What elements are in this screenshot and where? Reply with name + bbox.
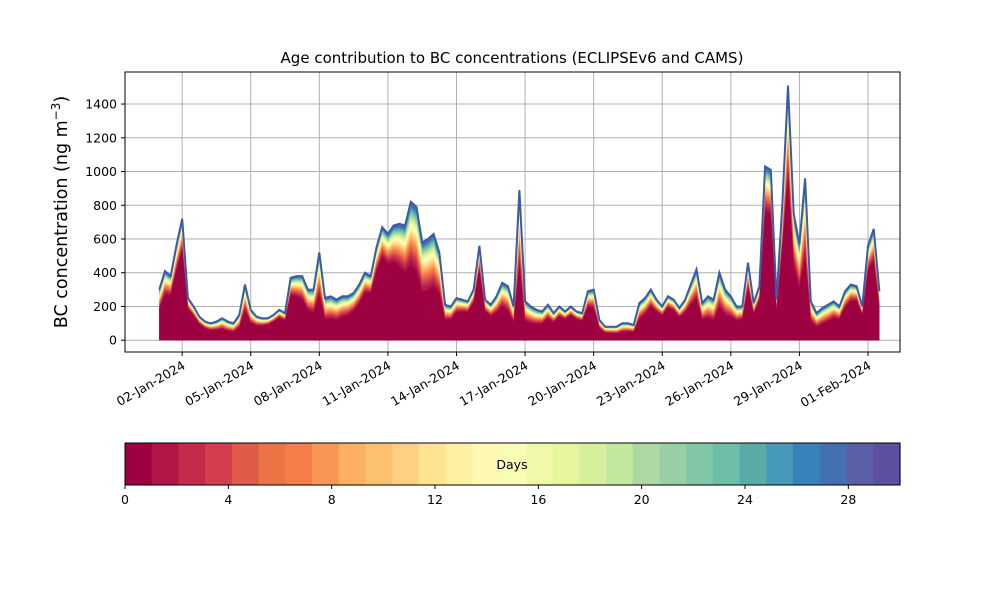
y-tick-label: 1200 (85, 130, 117, 145)
y-axis: 0 200 400 600 800 1000 1200 1400 (85, 97, 125, 348)
colorbar-frame (124, 442, 901, 486)
x-tick-label: 01-Feb-2024 (798, 358, 874, 410)
plot-areas (158, 85, 881, 341)
y-tick-label: 400 (93, 265, 117, 280)
colorbar-swatch (312, 443, 340, 485)
colorbar-swatch (525, 443, 554, 485)
colorbar-tick-label: 4 (224, 492, 232, 507)
y-tick-label: 1400 (85, 97, 117, 112)
colorbar-swatch (205, 443, 233, 485)
colorbar-swatch (418, 443, 447, 485)
y-axis-label-text: BC concentration (ng m (52, 120, 72, 328)
colorbar-swatch (659, 443, 687, 485)
x-axis: 02-Jan-202405-Jan-202408-Jan-202411-Jan-… (114, 352, 874, 410)
y-tick-label: 1000 (85, 164, 117, 179)
x-tick-label: 26-Jan-2024 (662, 358, 736, 409)
colorbar-tick-label: 8 (328, 492, 336, 507)
colorbar-swatch (739, 443, 767, 485)
colorbar-swatch (258, 443, 286, 485)
x-tick-label: 14-Jan-2024 (388, 358, 462, 409)
colorbar-swatch (552, 443, 580, 485)
age-band-area (159, 177, 880, 341)
colorbar-swatch (579, 443, 607, 485)
colorbar-swatch (472, 443, 500, 485)
age-band-area (159, 148, 880, 341)
age-band-area (159, 144, 880, 341)
colorbar-swatch (285, 443, 313, 485)
x-tick-label: 02-Jan-2024 (114, 358, 188, 409)
colorbar-tick-label: 20 (634, 492, 650, 507)
colorbar-swatch (712, 443, 741, 485)
colorbar-swatch (365, 443, 393, 485)
y-axis-label-superscript: −3 (49, 103, 63, 121)
total-series-line (158, 85, 881, 328)
x-tick-label: 08-Jan-2024 (251, 358, 325, 409)
colorbar-tick-label: 28 (840, 492, 856, 507)
colorbar-tick-label: 24 (737, 492, 753, 507)
x-tick-label: 29-Jan-2024 (731, 358, 805, 409)
colorbar-tick-label: 16 (530, 492, 546, 507)
colorbar-tick-label: 12 (427, 492, 443, 507)
colorbar-swatch (793, 443, 821, 485)
colorbar-swatch (231, 443, 260, 485)
plot-frame (124, 71, 901, 353)
colorbar-swatch (766, 443, 794, 485)
x-tick-label: 20-Jan-2024 (525, 358, 599, 409)
x-tick-label: 23-Jan-2024 (594, 358, 668, 409)
chart-title: Age contribution to BC concentrations (E… (281, 49, 744, 67)
colorbar-swatch (632, 443, 661, 485)
colorbar-swatch (686, 443, 714, 485)
colorbar-swatch (125, 443, 153, 485)
colorbar-swatch (178, 443, 206, 485)
y-tick-label: 800 (93, 198, 117, 213)
colorbar-tick-label: 0 (121, 492, 129, 507)
colorbar-swatch (873, 443, 901, 485)
y-tick-label: 200 (93, 299, 117, 314)
colorbar-swatch (606, 443, 634, 485)
colorbar-label: Days (496, 457, 527, 472)
colorbar-swatch (846, 443, 874, 485)
y-axis-label-close: ) (52, 96, 72, 103)
colorbar-swatch (499, 443, 527, 485)
age-band-area (159, 153, 880, 341)
x-tick-label: 11-Jan-2024 (319, 358, 393, 409)
x-tick-label: 17-Jan-2024 (457, 358, 531, 409)
y-axis-label: BC concentration (ng m−3) (49, 96, 72, 328)
y-tick-label: 600 (93, 231, 117, 246)
y-tick-label: 0 (109, 333, 117, 348)
colorbar-swatch (819, 443, 848, 485)
colorbar-swatch (151, 443, 180, 485)
colorbar-swatch (392, 443, 420, 485)
colorbar: 0 4 8 12 16 20 24 28 (121, 442, 901, 507)
colorbar-swatch (445, 443, 474, 485)
x-tick-label: 05-Jan-2024 (182, 358, 256, 409)
colorbar-swatch (338, 443, 367, 485)
